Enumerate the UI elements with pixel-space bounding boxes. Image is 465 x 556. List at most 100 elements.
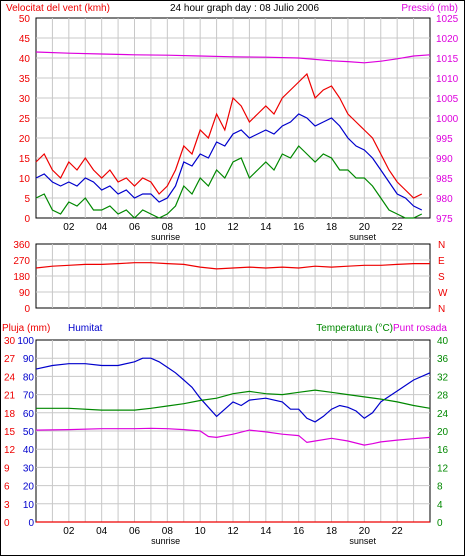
wind-speed-tick-label: 10	[19, 174, 31, 185]
compass-tick-label: S	[438, 272, 445, 283]
humidity-tick-label: 20	[23, 482, 35, 493]
rain-tick-label: 15	[4, 427, 16, 438]
rain-tick-label: 18	[4, 409, 16, 420]
dewpoint-axis-title: Punt rosada	[393, 323, 447, 334]
pressure-axis-title: Pressió (mb)	[401, 3, 458, 14]
x-tick-label-12: 12	[227, 526, 239, 537]
x-tick-label-08: 08	[162, 526, 174, 537]
pressure-tick-label: 1015	[436, 54, 459, 65]
direction-tick-label: 0	[24, 304, 30, 315]
pressure-tick-label: 1025	[436, 14, 459, 25]
compass-tick-label: N	[438, 240, 445, 251]
x-tick-label-10: 10	[195, 222, 207, 233]
pressure-tick-label: 1010	[436, 74, 459, 85]
x-tick-label-20: 20	[359, 526, 371, 537]
compass-tick-label: N	[438, 304, 445, 315]
x-tick-label-04: 04	[96, 526, 108, 537]
series-dewpoint	[35, 427, 431, 446]
direction-tick-label: 360	[13, 240, 30, 251]
wind-speed-axis-title: Velocitat del vent (kmh)	[6, 3, 110, 14]
series-direction	[35, 262, 430, 270]
pressure-tick-label: 980	[436, 194, 453, 205]
temperature-tick-label: 32	[437, 372, 449, 383]
chart-title: 24 hour graph day : 08 Julio 2006	[170, 3, 319, 14]
wind-speed-tick-label: 0	[24, 214, 30, 225]
pressure-tick-label: 995	[436, 134, 453, 145]
pressure-tick-label: 1005	[436, 94, 459, 105]
direction-tick-label: 90	[19, 288, 31, 299]
sunrise-label: sunrise	[151, 232, 180, 242]
temperature-tick-label: 12	[437, 463, 449, 474]
temperature-tick-label: 4	[437, 500, 443, 511]
temperature-tick-label: 36	[437, 354, 449, 365]
wind-speed-tick-label: 20	[19, 134, 31, 145]
x-tick-label-12: 12	[227, 222, 239, 233]
humidity-tick-label: 70	[23, 391, 35, 402]
x-tick-label-22: 22	[392, 526, 404, 537]
temperature-tick-label: 40	[437, 336, 449, 347]
series-pressure	[35, 51, 431, 64]
humidity-tick-label: 30	[23, 463, 35, 474]
x-tick-label-08: 08	[162, 222, 174, 233]
compass-tick-label: E	[438, 256, 445, 267]
direction-tick-label: 270	[13, 256, 30, 267]
wind-speed-tick-label: 40	[19, 54, 31, 65]
rain-tick-label: 30	[4, 336, 16, 347]
x-tick-label-18: 18	[326, 222, 338, 233]
compass-tick-label: W	[438, 288, 448, 299]
humidity-axis-title: Humitat	[68, 323, 103, 334]
rain-tick-label: 0	[4, 518, 10, 529]
temperature-tick-label: 24	[437, 409, 449, 420]
direction-tick-label: 180	[13, 272, 30, 283]
x-tick-label-02: 02	[63, 526, 75, 537]
temperature-tick-label: 16	[437, 445, 449, 456]
x-tick-label-22: 22	[392, 222, 404, 233]
x-tick-label-16: 16	[293, 222, 305, 233]
wind-speed-tick-label: 35	[19, 74, 31, 85]
pressure-tick-label: 975	[436, 214, 453, 225]
rain-tick-label: 24	[4, 372, 16, 383]
series-average	[35, 113, 423, 211]
x-tick-label-20: 20	[359, 222, 371, 233]
wind-speed-tick-label: 45	[19, 34, 31, 45]
temperature-tick-label: 0	[437, 518, 443, 529]
series-humidity	[35, 357, 431, 423]
x-tick-label-10: 10	[195, 526, 207, 537]
series-min	[35, 145, 423, 219]
x-tick-label-16: 16	[293, 526, 305, 537]
rain-tick-label: 27	[4, 354, 16, 365]
humidity-tick-label: 40	[23, 445, 35, 456]
wind-speed-tick-label: 15	[19, 154, 31, 165]
x-tick-label-04: 04	[96, 222, 108, 233]
pressure-tick-label: 985	[436, 174, 453, 185]
x-tick-label-02: 02	[63, 222, 75, 233]
x-tick-label-14: 14	[260, 222, 272, 233]
x-tick-label-14: 14	[260, 526, 272, 537]
humidity-tick-label: 10	[23, 500, 35, 511]
rain-tick-label: 6	[4, 482, 10, 493]
rain-axis-title: Pluja (mm)	[2, 323, 50, 334]
x-tick-label-06: 06	[129, 222, 141, 233]
temperature-tick-label: 20	[437, 427, 449, 438]
series-gust	[35, 72, 423, 199]
humidity-tick-label: 50	[23, 427, 35, 438]
humidity-tick-label: 80	[23, 372, 35, 383]
wind-speed-tick-label: 50	[19, 14, 31, 25]
wind-speed-tick-label: 5	[24, 194, 30, 205]
humidity-tick-label: 100	[17, 336, 34, 347]
humidity-tick-label: 0	[28, 518, 34, 529]
temperature-axis-title: Temperatura (°C)	[316, 323, 393, 334]
rain-tick-label: 3	[4, 500, 10, 511]
pressure-tick-label: 1020	[436, 34, 459, 45]
rain-tick-label: 12	[4, 445, 16, 456]
sunset-label: sunset	[349, 232, 376, 242]
series-temperature	[36, 389, 431, 411]
humidity-tick-label: 60	[23, 409, 35, 420]
sunset-label: sunset	[349, 536, 376, 546]
sunrise-label: sunrise	[151, 536, 180, 546]
wind-speed-tick-label: 25	[19, 114, 31, 125]
wind-speed-tick-label: 30	[19, 94, 31, 105]
pressure-tick-label: 1000	[436, 114, 459, 125]
temperature-tick-label: 8	[437, 482, 443, 493]
